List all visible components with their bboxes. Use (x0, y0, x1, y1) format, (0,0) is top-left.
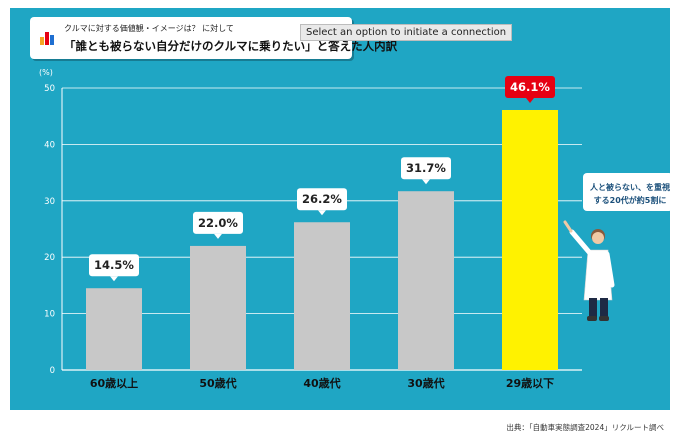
y-tick-label: 20 (44, 253, 55, 263)
value-label: 14.5% (94, 258, 134, 272)
chart-title-card: クルマに対する価値観・イメージは？ に対して 「誰とも被らない自分だけのクルマに… (30, 17, 397, 59)
category-label: 30歳代 (407, 376, 444, 390)
category-label: 60歳以上 (90, 376, 138, 390)
value-label-pointer (110, 276, 118, 282)
presenter-figure (563, 220, 615, 321)
chart-title: 「誰とも被らない自分だけのクルマに乗りたい」と答えた人内訳 (64, 39, 398, 53)
value-label-pointer (526, 97, 534, 103)
chart-subtitle: クルマに対する価値観・イメージは？ に対して (64, 24, 234, 33)
y-tick-label: 30 (44, 197, 55, 207)
bar (190, 245, 246, 370)
bar (502, 109, 558, 370)
value-label-box (401, 157, 451, 180)
value-label-box (89, 254, 139, 277)
y-tick-label: 10 (44, 310, 55, 320)
bar-chart-icon (40, 31, 56, 45)
y-tick-label: 0 (50, 366, 55, 376)
category-label: 50歳代 (199, 376, 236, 390)
value-label-pointer (318, 210, 326, 216)
bar (398, 191, 454, 370)
value-label-pointer (422, 179, 430, 185)
y-axis-unit-label: (%) (39, 68, 53, 77)
bar (294, 222, 350, 370)
callout-box (583, 173, 673, 211)
y-tick-label: 40 (44, 140, 55, 150)
callout-text: 人と被らない、を重視する20代が約5割に (590, 183, 670, 205)
category-label: 40歳代 (303, 376, 340, 390)
category-label: 29歳以下 (506, 376, 554, 390)
value-label: 22.0% (198, 216, 238, 230)
value-label-box (505, 75, 555, 98)
bar (86, 288, 142, 370)
value-label: 31.7% (406, 161, 446, 175)
value-label-box (297, 188, 347, 211)
connection-tooltip: Select an option to initiate a connectio… (300, 24, 513, 41)
value-label-pointer (214, 233, 222, 239)
value-label: 26.2% (302, 192, 342, 206)
value-label: 46.1% (510, 80, 550, 94)
value-label-box (193, 211, 243, 234)
source-footnote: 出典：「自動車実態調査2024」リクルート調べ (506, 423, 664, 432)
y-tick-label: 50 (44, 84, 55, 94)
